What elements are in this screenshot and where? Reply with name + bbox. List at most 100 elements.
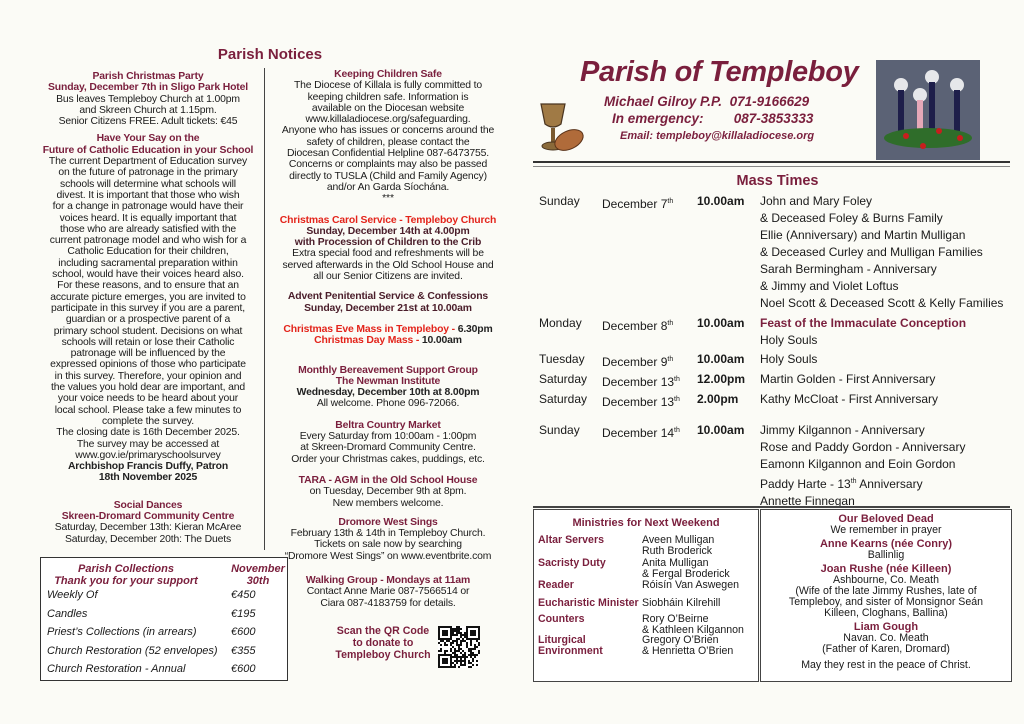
notice-text: The Diocese of Killala is fully committe… bbox=[268, 80, 508, 91]
priest-phone: 071-9166629 bbox=[729, 94, 810, 109]
notice-text[interactable]: “Dromore West Sings” on www.eventbrite.c… bbox=[268, 551, 508, 562]
notice-text-part: Order your Christmas cakes, puddings, et… bbox=[291, 453, 485, 465]
notices-middle-column: Keeping Children Safe The Diocese of Kill… bbox=[268, 69, 508, 609]
ministry-name: & Kathleen Kilgannon bbox=[642, 623, 744, 636]
notice-text-part: The current Department of Education surv… bbox=[48, 156, 248, 168]
ministry-name: Ruth Broderick bbox=[642, 544, 713, 557]
notice-text-part: Christmas Carol Service - Templeboy Chur… bbox=[279, 214, 497, 226]
mass-day: Sunday bbox=[539, 423, 580, 437]
notice-text-part: February 13th & 14th in Templeboy Church… bbox=[290, 528, 486, 540]
beloved-dead-box: Our Beloved Dead We remember in prayer Ann… bbox=[760, 509, 1012, 682]
notice-text: Tickets on sale now by searching bbox=[268, 539, 508, 550]
notice-heading: Sunday, December 14th at 4.00pm bbox=[268, 226, 508, 237]
ministry-names: Gregory O’Brien & Henrietta O’Brien bbox=[642, 635, 733, 656]
notice-text-part: Future of Catholic Education in your Sch… bbox=[42, 144, 254, 156]
notice-text-part: in this survey. Therefore, your opinion … bbox=[54, 370, 242, 382]
notice-text-part: Sunday, December 7th in Sligo Park Hotel bbox=[48, 82, 248, 94]
notice-block: Social Dances Skreen-Dromard Community Ce… bbox=[32, 500, 264, 545]
notice-text-part: your voice needs to be heard about your bbox=[57, 393, 239, 405]
intention-text: Martin Golden - First Anniversary bbox=[760, 372, 936, 386]
notice-text-part: for a change in patronage would have the… bbox=[52, 201, 244, 213]
collection-row: Candles €195 bbox=[47, 608, 281, 626]
notice-heading: Christmas Day Mass - 10.00am bbox=[268, 335, 508, 346]
ministry-role-line: Sacristy Duty bbox=[538, 557, 606, 569]
notice-text: Saturday, December 13th: Kieran McAree bbox=[32, 522, 264, 533]
mass-time: 2.00pm bbox=[697, 392, 739, 406]
mass-intentions: Holy Souls bbox=[760, 351, 817, 368]
ministry-name: Gregory O’Brien bbox=[642, 634, 719, 646]
notice-block: Advent Penitential Service & Confessions… bbox=[268, 291, 508, 314]
notice-text: the values you hold dear are important, … bbox=[32, 382, 264, 393]
notice-text-part: Extra special food and refreshments will… bbox=[292, 248, 484, 260]
notice-text-part: and Skreen Church at 1.15pm. bbox=[79, 104, 217, 116]
notice-text: *** bbox=[268, 193, 508, 204]
intention-text: Kathy McCloat - First Anniversary bbox=[760, 392, 939, 406]
notice-text-part: Sunday, December 21st at 10.00am bbox=[304, 302, 472, 314]
parish-collections-table: Parish Collections Thank you for your su… bbox=[40, 557, 288, 681]
ministry-name: Siobháin Kilrehill bbox=[642, 597, 721, 609]
email-address[interactable]: Email: templeboy@killaladiocese.org bbox=[620, 130, 815, 142]
intention-text: Jimmy Kilgannon - Anniversary bbox=[760, 423, 925, 437]
mass-intention: Martin Golden - First Anniversary bbox=[760, 371, 935, 388]
ministry-name: Anita Mulligan bbox=[642, 557, 709, 569]
mass-time: 10.00am bbox=[697, 352, 745, 366]
notice-text-part: Skreen-Dromard Community Centre bbox=[61, 510, 235, 522]
deceased-name: Liam Gough bbox=[853, 621, 919, 633]
notice-text-part: available on the Diocesan website bbox=[311, 102, 465, 114]
collection-label: Candles bbox=[47, 608, 88, 620]
notice-heading: Future of Catholic Education in your Sch… bbox=[32, 145, 264, 156]
notice-text-part: Monthly Bereavement Support Group bbox=[298, 364, 478, 376]
notice-text: Diocesan Confidential Helpline 087-64737… bbox=[268, 148, 508, 159]
intention-text: Feast of the Immaculate Conception bbox=[760, 316, 967, 330]
notice-text-part: 18th November 2025 bbox=[98, 472, 198, 484]
mass-date-suffix: th bbox=[667, 356, 674, 363]
notice-heading: Archbishop Francis Duffy, Patron bbox=[32, 461, 264, 472]
parish-notices-title: Parish Notices bbox=[217, 46, 323, 63]
qr-code-icon[interactable] bbox=[438, 626, 480, 668]
mass-intentions: Martin Golden - First Anniversary bbox=[760, 371, 935, 388]
intention-suffix: th bbox=[850, 478, 857, 485]
mass-date-suffix: th bbox=[667, 198, 674, 205]
notice-block: TARA - AGM in the Old School House on Tue… bbox=[268, 475, 508, 509]
notice-text: keeping children safe. Information is bbox=[268, 92, 508, 103]
notice-text-part: guardian or a prospective parent of a bbox=[65, 314, 231, 326]
notice-text: for a change in patronage would have the… bbox=[32, 201, 264, 212]
notice-heading: Christmas Carol Service - Templeboy Chur… bbox=[268, 215, 508, 226]
notice-text-part: those who are already satisfied with the bbox=[60, 223, 236, 235]
ministry-role: Reader bbox=[538, 580, 638, 591]
notice-text: Senior Citizens FREE. Adult tickets: €45 bbox=[32, 116, 264, 127]
priest-name: Michael Gilroy P.P. bbox=[604, 94, 723, 109]
mass-times-title: Mass Times bbox=[736, 173, 819, 189]
intention-text: Anniversary bbox=[856, 477, 923, 491]
ministry-role: Counters bbox=[538, 614, 638, 625]
notice-text: Saturday, December 20th: The Duets bbox=[32, 534, 264, 545]
notice-text-part: “Dromore West Sings” on www.eventbrite.c… bbox=[284, 550, 492, 562]
notice-text: and Skreen Church at 1.15pm. bbox=[32, 105, 264, 116]
notice-text-part: Every Saturday from 10:00am - 1:00pm bbox=[299, 431, 477, 443]
notice-text: divest. It is important that those who w… bbox=[32, 190, 264, 201]
mass-intention: Paddy Harte - 13th Anniversary bbox=[760, 473, 965, 493]
collection-row: Priest’s Collections (in arrears) €600 bbox=[47, 626, 281, 644]
notice-text: New members welcome. bbox=[268, 498, 508, 509]
collection-label: Weekly Of bbox=[47, 589, 98, 601]
notice-heading: Have Your Say on the bbox=[32, 133, 264, 144]
notice-block: Monthly Bereavement Support Group The New… bbox=[268, 365, 508, 410]
mass-intention: Rose and Paddy Gordon - Anniversary bbox=[760, 439, 965, 456]
qr-text-line: Templeboy Church bbox=[335, 648, 431, 661]
deceased-detail: Navan. Co. Meath bbox=[843, 632, 929, 644]
notice-text: Contact Anne Marie 087-7566514 or bbox=[268, 586, 508, 597]
notice-text: safety of children, please contact the bbox=[268, 137, 508, 148]
notice-text-part: participate in this survey if you are a … bbox=[51, 302, 245, 314]
emergency-phone: 087-3853333 bbox=[733, 111, 814, 126]
notice-text-part: the values you hold dear are important, … bbox=[51, 382, 245, 394]
notice-text: local school. Please take a few minutes … bbox=[32, 405, 264, 416]
ministry-role-line: Liturgical bbox=[538, 634, 586, 646]
notice-text[interactable]: www.killaladiocese.org/safeguarding. bbox=[268, 114, 508, 125]
intention-text: Noel Scott & Deceased Scott & Kelly Fami… bbox=[760, 296, 1004, 310]
notice-text[interactable]: www.gov.ie/primaryschoolsurvey bbox=[32, 450, 264, 461]
notice-block: Dromore West Sings February 13th & 14th i… bbox=[268, 517, 508, 562]
intention-text: & Jimmy and Violet Loftus bbox=[760, 279, 899, 293]
notice-text: guardian or a prospective parent of a bbox=[32, 314, 264, 325]
mass-date: December 13th bbox=[602, 371, 680, 391]
notice-text: Extra special food and refreshments will… bbox=[268, 248, 508, 259]
